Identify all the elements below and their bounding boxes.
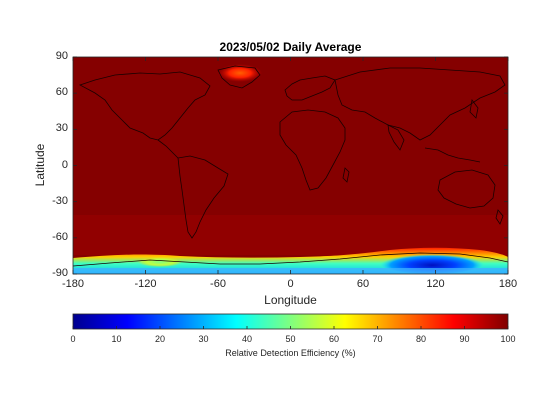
tick-marks: [72, 56, 509, 329]
x-axis-label: Longitude: [264, 293, 317, 307]
y-tick-label: -30: [52, 194, 68, 207]
west-antarctica-region: [138, 257, 182, 267]
y-tick-label: 60: [55, 86, 68, 99]
y-tick-label: 30: [55, 122, 68, 135]
colorbar-tick-label: 100: [500, 334, 516, 344]
coastlines: [73, 65, 508, 267]
y-tick-label: 90: [55, 50, 68, 62]
colorbar-tick-label: 40: [241, 334, 252, 344]
colorbar-label: Relative Detection Efficiency (%): [225, 348, 356, 358]
colorbar-tick-label: 80: [415, 334, 426, 344]
colorbar-tick-label: 60: [328, 334, 339, 344]
y-tick-label: -90: [52, 267, 68, 279]
x-tick-label: -60: [210, 278, 226, 290]
colorbar-tick-label: 90: [459, 334, 470, 344]
colorbar-tick-label: 70: [372, 334, 383, 344]
x-tick-label: 120: [426, 278, 445, 290]
x-tick-label: -180: [61, 278, 85, 290]
y-tick-label: 0: [61, 158, 68, 171]
x-tick-label: 60: [356, 278, 370, 290]
colorbar-tick-label: 30: [198, 334, 209, 344]
map-title: 2023/05/02 Daily Average: [219, 40, 362, 54]
y-tick-label: -60: [52, 230, 68, 243]
colorbar-tick-label: 0: [70, 334, 76, 344]
colorbar-tick-label: 10: [111, 334, 122, 344]
x-tick-label: -120: [134, 278, 157, 290]
colorbar-tick-label: 20: [154, 334, 165, 344]
x-tick-label: 0: [287, 278, 294, 290]
x-tick-label: 180: [498, 278, 518, 290]
colorbar-tick-label: 50: [285, 334, 296, 344]
greenland-region: [218, 64, 262, 82]
